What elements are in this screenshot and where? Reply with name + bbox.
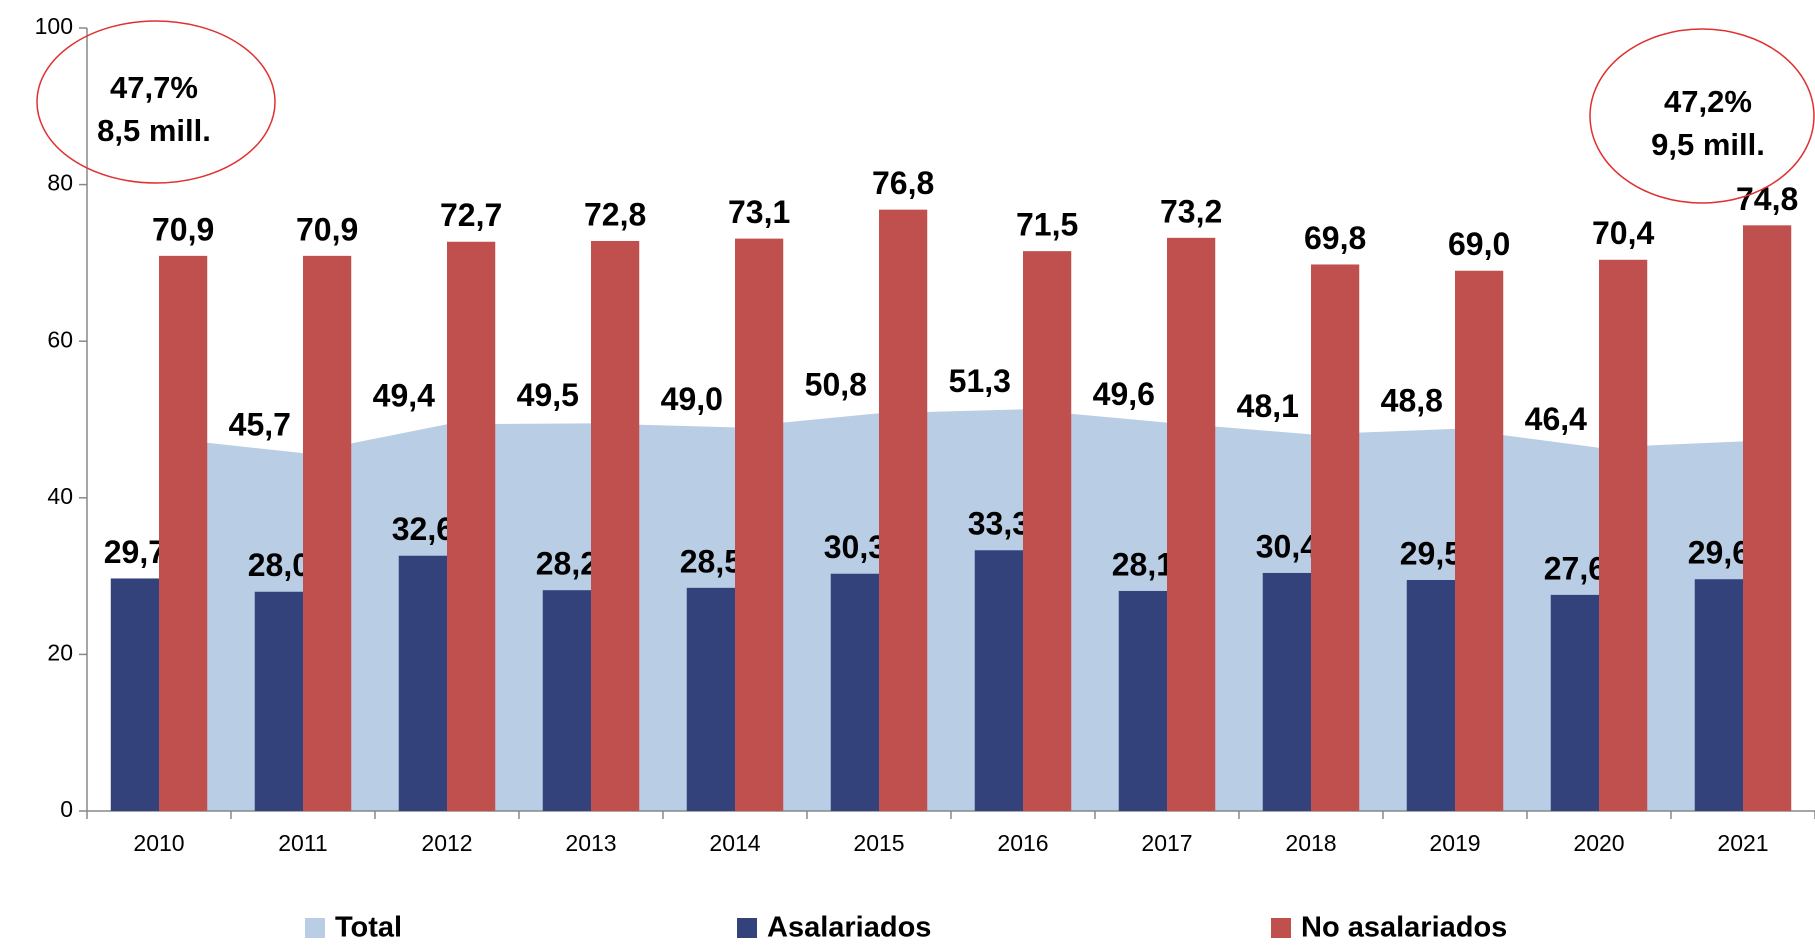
data-label: 71,5: [1016, 207, 1078, 243]
data-label: 50,8: [805, 367, 867, 403]
y-tick-label: 100: [35, 13, 73, 39]
bar: [1694, 579, 1743, 811]
annotation: 47,7%: [110, 70, 198, 105]
bar: [1550, 594, 1599, 811]
data-label: 28,5: [680, 543, 742, 579]
bar: [1599, 259, 1648, 811]
bar: [1406, 580, 1455, 811]
bar: [735, 238, 784, 811]
annotation-ellipse: [36, 20, 276, 184]
data-label: 45,7: [229, 407, 291, 443]
data-label: 76,8: [872, 165, 934, 201]
y-tick-label: 40: [47, 483, 73, 509]
bar: [110, 578, 159, 811]
legend-label: No asalariados: [1301, 912, 1507, 944]
legend-swatch: [737, 918, 757, 938]
bar: [879, 209, 928, 811]
x-tick-label: 2011: [278, 830, 327, 856]
data-label: 49,4: [373, 378, 435, 414]
data-label: 70,9: [296, 211, 358, 247]
y-tick-label: 20: [47, 639, 73, 665]
legend-swatch: [305, 918, 325, 938]
data-label: 72,7: [440, 197, 502, 233]
x-tick-label: 2014: [709, 830, 760, 856]
annotation: 9,5 mill.: [1651, 127, 1765, 162]
bar: [1262, 572, 1311, 811]
bar: [830, 573, 879, 811]
data-label: 30,4: [1256, 528, 1318, 564]
y-tick-label: 0: [60, 796, 73, 822]
data-label: 29,5: [1400, 535, 1462, 571]
x-tick-label: 2020: [1573, 830, 1624, 856]
x-tick-label: 2017: [1141, 830, 1192, 856]
data-label: 69,8: [1304, 220, 1366, 256]
data-label: 33,3: [968, 506, 1030, 542]
data-label: 30,3: [824, 529, 886, 565]
bar: [398, 555, 447, 811]
x-tick-label: 2013: [565, 830, 616, 856]
data-label: 29,6: [1688, 535, 1750, 571]
x-tick-label: 2010: [133, 830, 184, 856]
bar: [974, 550, 1023, 811]
data-label: 69,0: [1448, 226, 1510, 262]
annotation: 8,5 mill.: [97, 113, 211, 148]
bar: [447, 241, 496, 811]
annotation: 47,2%: [1664, 84, 1752, 119]
data-label: 70,9: [152, 211, 214, 247]
data-label: 46,4: [1525, 401, 1587, 437]
y-tick-label: 60: [47, 326, 73, 352]
x-tick-label: 2021: [1717, 830, 1768, 856]
legend-label: Total: [335, 912, 402, 944]
data-label: 49,5: [517, 377, 579, 413]
bar: [1023, 251, 1072, 811]
data-label: 72,8: [584, 196, 646, 232]
data-label: 49,6: [1093, 376, 1155, 412]
x-tick-label: 2016: [997, 830, 1048, 856]
bar: [159, 255, 208, 811]
data-label: 73,2: [1160, 193, 1222, 229]
data-label: 70,4: [1592, 215, 1654, 251]
data-label: 28,1: [1112, 546, 1174, 582]
bar: [1311, 264, 1360, 811]
x-tick-label: 2019: [1429, 830, 1480, 856]
bar: [303, 255, 352, 811]
bar: [591, 240, 640, 811]
data-label: 27,6: [1544, 550, 1606, 586]
bar: [686, 587, 735, 811]
data-label: 48,1: [1237, 388, 1299, 424]
y-tick-label: 80: [47, 170, 73, 196]
data-label: 51,3: [949, 363, 1011, 399]
bar: [1455, 270, 1504, 812]
bar: [254, 591, 303, 811]
data-label: 28,0: [248, 547, 310, 583]
area: [159, 409, 1743, 811]
bar: [1118, 590, 1167, 811]
legend-swatch: [1271, 918, 1291, 938]
data-label: 49,0: [661, 381, 723, 417]
x-tick-label: 2015: [853, 830, 904, 856]
bar: [542, 590, 591, 811]
data-label: 32,6: [392, 511, 454, 547]
data-label: 28,2: [536, 546, 598, 582]
legend-label: Asalariados: [767, 912, 931, 944]
data-label: 73,1: [728, 194, 790, 230]
data-label: 48,8: [1381, 382, 1443, 418]
bar: [1167, 237, 1216, 811]
bar: [1743, 225, 1792, 812]
x-tick-label: 2018: [1285, 830, 1336, 856]
x-tick-label: 2012: [421, 830, 472, 856]
annotation-ellipse: [1589, 28, 1815, 204]
data-label: 29,7: [104, 534, 166, 570]
